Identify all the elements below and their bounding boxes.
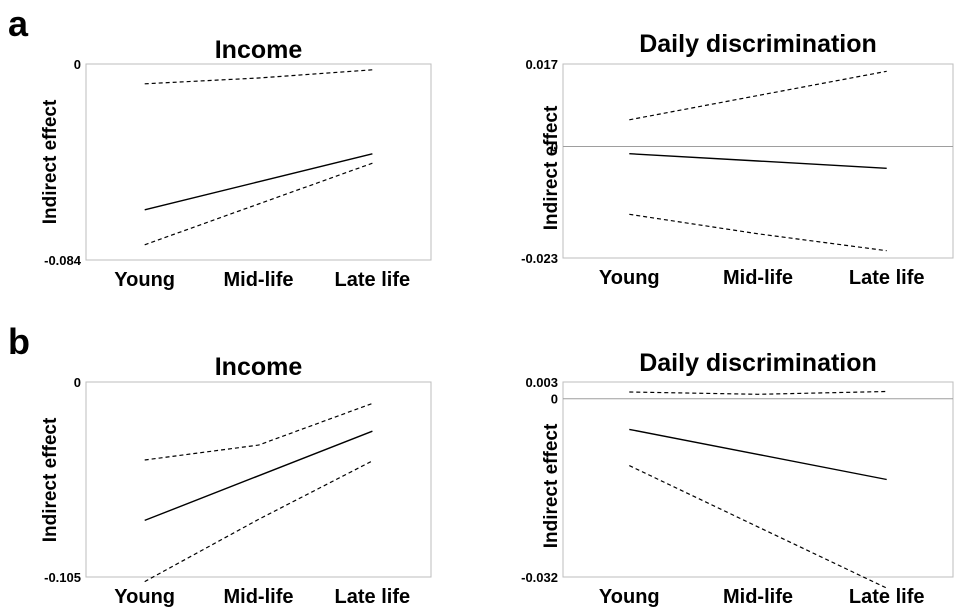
y-tick-label: 0 [74,57,81,72]
y-axis-label: Indirect effect [541,105,562,230]
y-axis-label: Indirect effect [40,99,61,224]
y-tick-label: 0.003 [525,375,558,390]
x-tick-label: Late life [849,586,925,607]
y-tick-label: -0.105 [44,570,81,585]
ci-bound-line-2 [144,162,373,246]
ci-bound-line-2 [629,213,887,252]
x-tick-label: Mid-life [224,586,294,607]
y-tick-label: 0 [74,375,81,390]
estimate-line-0 [144,430,373,522]
x-tick-label: Young [599,267,660,289]
x-tick-label: Young [114,269,175,291]
chart-1: Daily discrimination Indirect effect 0.017… [521,30,954,289]
panel-letter-a: a [8,3,29,44]
y-tick-label: 0 [551,392,558,407]
x-tick-label: Late life [849,267,925,289]
y-tick-label: 0 [551,139,558,154]
plot-frame [85,381,432,578]
ci-bound-line-1 [629,390,887,395]
ci-bound-line-2 [144,460,373,583]
estimate-line-0 [629,153,887,169]
plot-frame [562,63,954,259]
x-tick-label: Late life [335,269,411,291]
y-axis-label: Indirect effect [541,423,562,548]
x-tick-label: Young [599,586,660,607]
chart-title: Daily discrimination [639,349,877,377]
y-tick-label: 0.017 [525,57,558,72]
x-tick-label: Young [114,586,175,607]
chart-0: Income Indirect effect 0 -0.084 Young Mid-lif… [40,36,432,291]
chart-title: Income [215,353,303,381]
chart-title: Income [215,36,303,64]
x-tick-label: Mid-life [224,269,294,291]
plot-frame [562,381,954,578]
estimate-line-0 [629,428,887,481]
panel-letter-b: b [8,321,30,362]
ci-bound-line-1 [629,70,887,121]
y-tick-label: -0.084 [44,253,82,268]
ci-bound-line-1 [144,69,373,85]
chart-title: Daily discrimination [639,30,877,58]
chart-3: Daily discrimination Indirect effect 0.003… [521,349,954,607]
ci-bound-line-2 [629,465,887,589]
y-axis-label: Indirect effect [40,417,61,542]
x-tick-label: Mid-life [723,267,793,289]
x-tick-label: Mid-life [723,586,793,607]
y-tick-label: -0.023 [521,251,558,266]
plot-frame [85,63,432,261]
chart-2: Income Indirect effect 0 -0.105 Young Mid-lif… [40,353,432,607]
y-tick-label: -0.032 [521,570,558,585]
ci-bound-line-1 [144,402,373,461]
x-tick-label: Late life [335,586,411,607]
estimate-line-0 [144,153,373,211]
